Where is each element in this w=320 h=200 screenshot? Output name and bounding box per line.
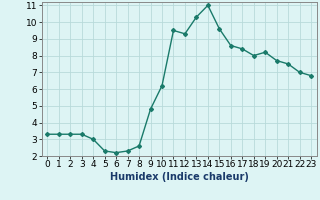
X-axis label: Humidex (Indice chaleur): Humidex (Indice chaleur) xyxy=(110,172,249,182)
